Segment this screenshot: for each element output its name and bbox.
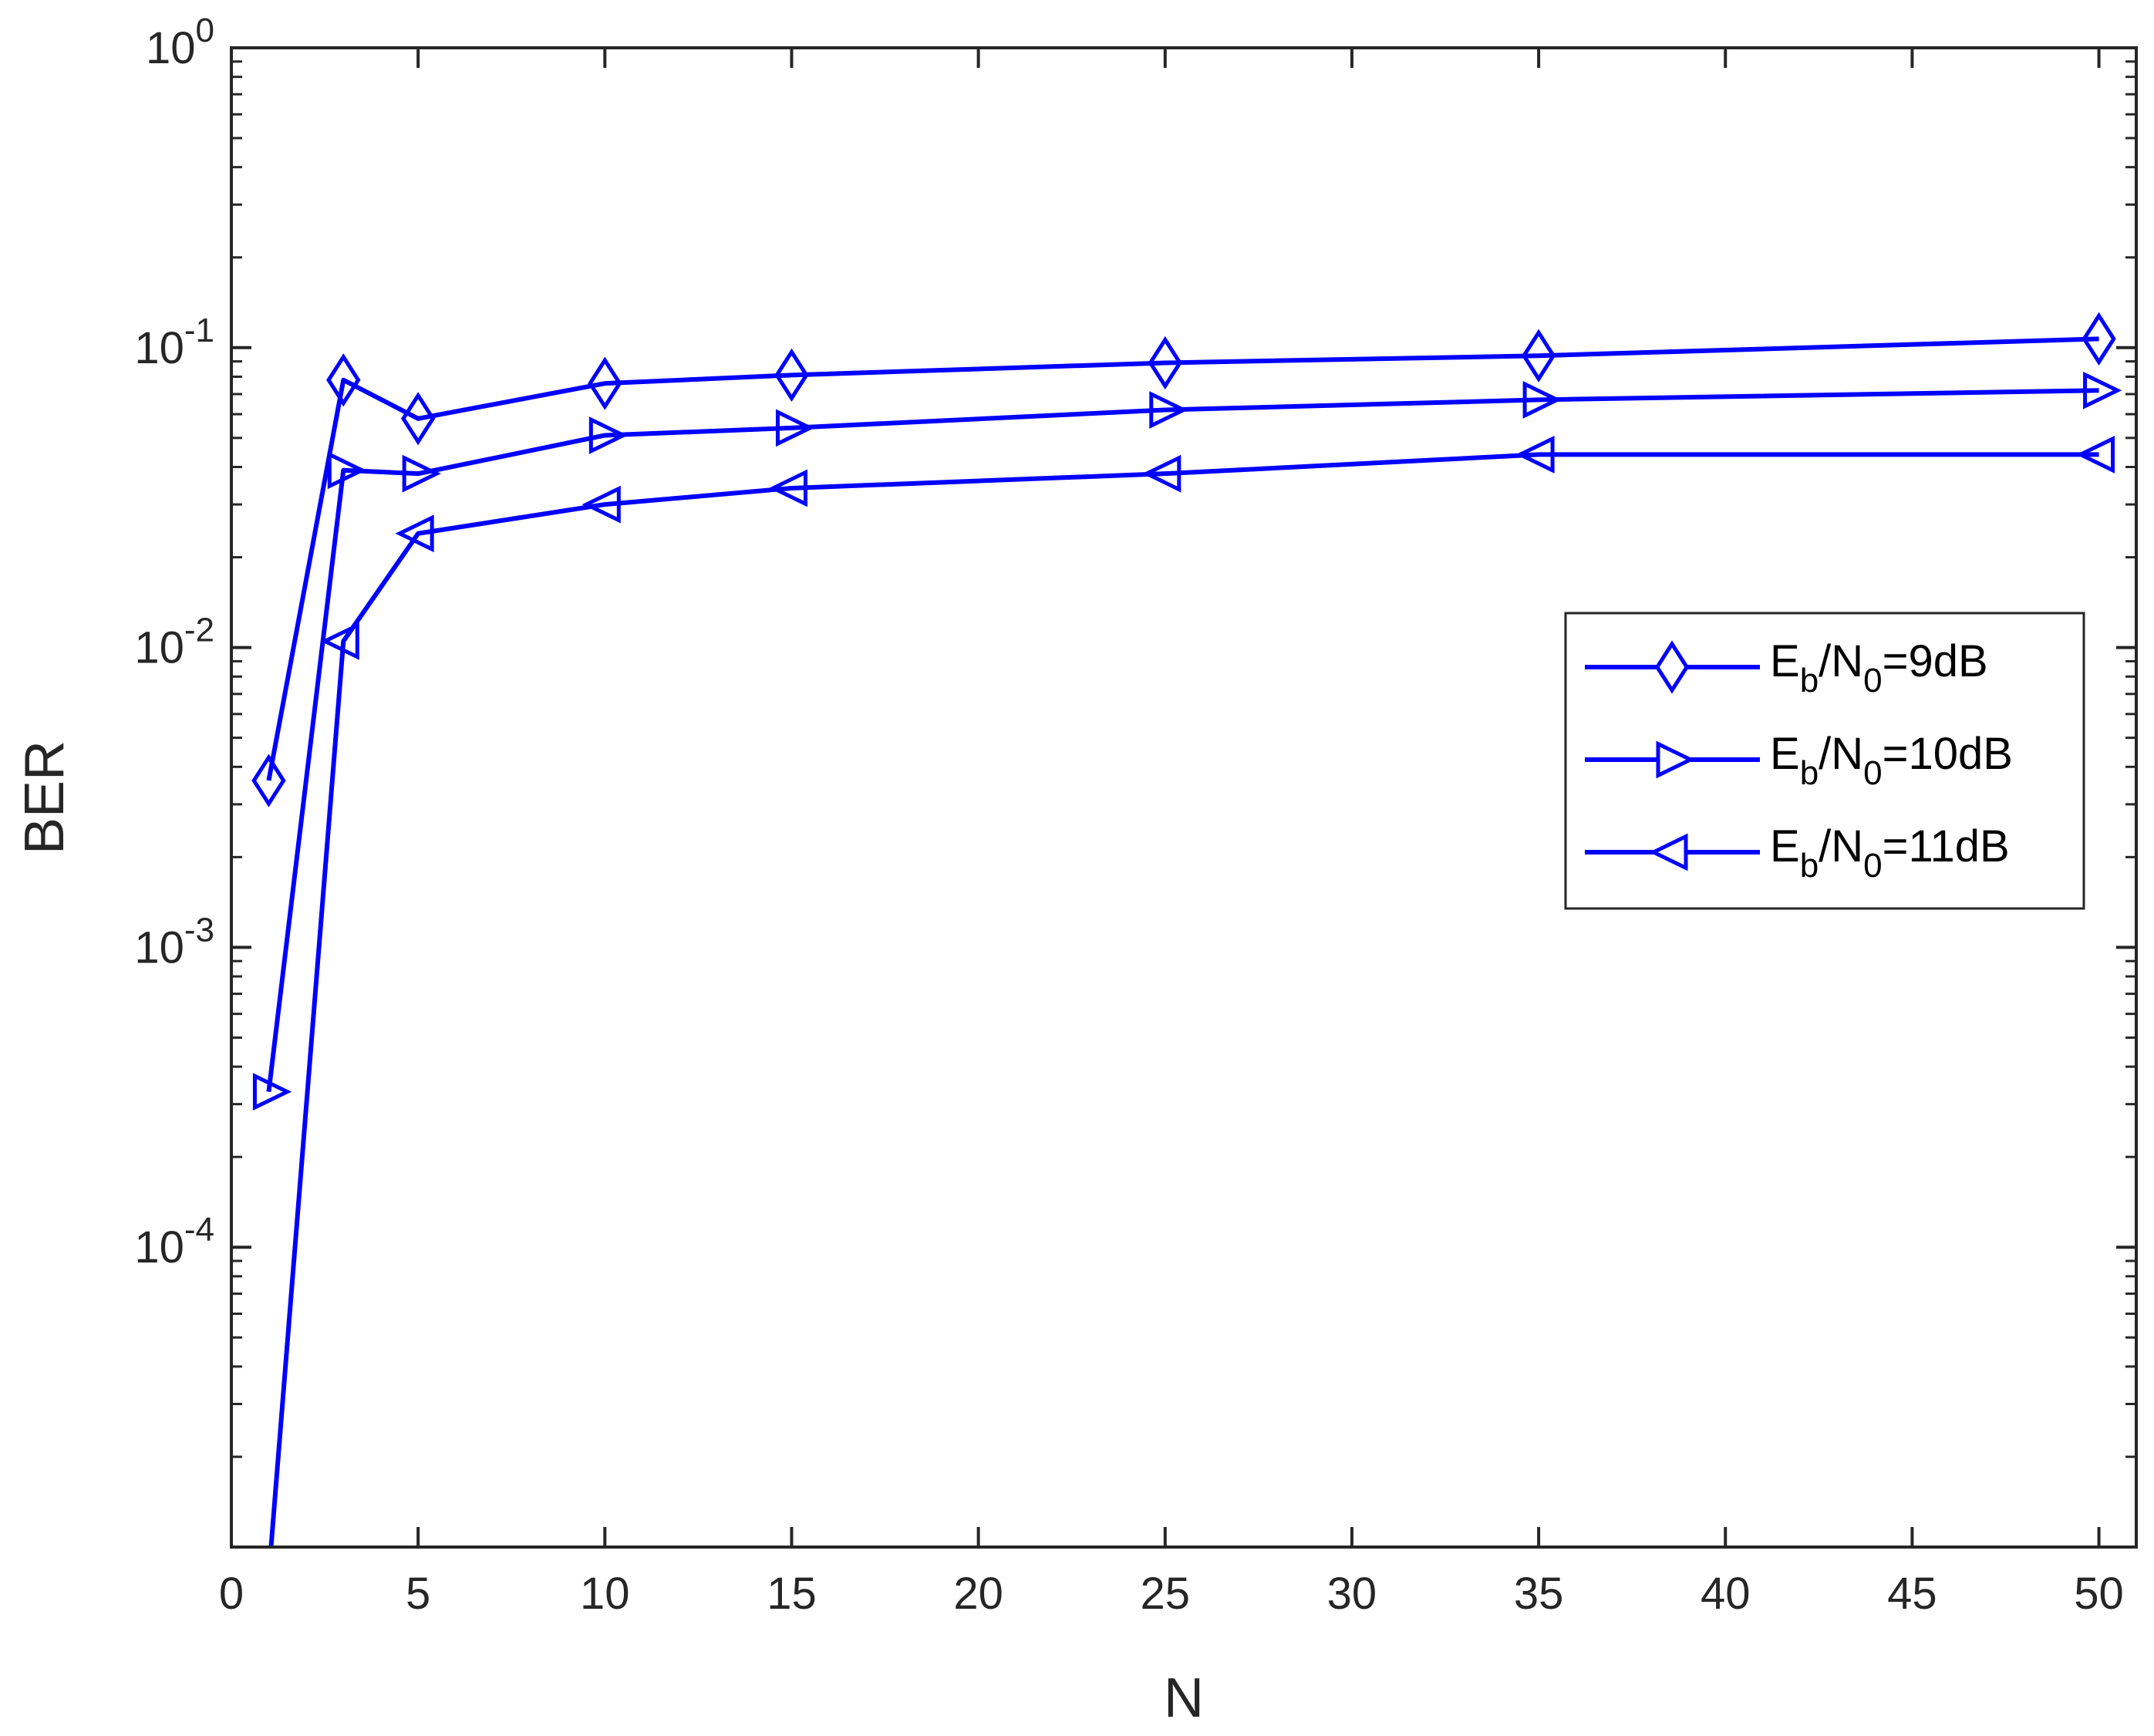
series-line (268, 452, 2099, 1547)
plot-frame (230, 46, 2138, 1549)
data-point (588, 356, 622, 410)
legend-label: Eb/N0=10dB (1770, 729, 2013, 792)
legend-label: Eb/N0=9dB (1770, 636, 1988, 699)
data-point (1521, 329, 1556, 383)
x-tick-label: 45 (1887, 1569, 1937, 1619)
data-point (768, 469, 807, 507)
data-point (775, 409, 815, 447)
data-point (327, 451, 367, 490)
y-tick-exponent: 0 (196, 12, 214, 49)
series-line (266, 388, 2099, 1092)
data-point (252, 1073, 292, 1111)
legend-label-part: b (1800, 754, 1819, 792)
y-tick-label: 10-3 (134, 911, 214, 972)
x-tick-label: 20 (953, 1569, 1003, 1619)
legend-label-part: =9dB (1883, 636, 1988, 686)
y-tick-exponent: -2 (184, 612, 214, 649)
data-point (1149, 391, 1188, 429)
y-axis-title: BER (14, 740, 76, 855)
x-tick-label: 10 (580, 1569, 630, 1619)
legend-label-part: E (1770, 821, 1800, 871)
y-tick-base: 10 (134, 1222, 184, 1273)
data-point (400, 392, 436, 446)
data-point (251, 753, 286, 807)
data-point (2083, 371, 2122, 410)
data-point (1148, 335, 1182, 390)
data-point (1515, 436, 1555, 474)
y-tick-exponent: -1 (184, 312, 214, 349)
legend-label-part: b (1800, 847, 1819, 885)
axis-ticks (230, 46, 2136, 1547)
legend-label-part: =11dB (1883, 821, 2010, 871)
data-point (320, 622, 359, 660)
legend-entry: Eb/N0=11dB (1585, 821, 2010, 885)
y-tick-base: 10 (146, 23, 196, 73)
data-point (2075, 436, 2115, 474)
legend-label-part: /N (1819, 729, 1863, 779)
y-tick-exponent: -3 (184, 911, 214, 949)
x-tick-label: 15 (767, 1569, 817, 1619)
x-tick-label: 35 (1514, 1569, 1564, 1619)
y-tick-base: 10 (134, 922, 184, 972)
legend-label: Eb/N0=11dB (1770, 821, 2010, 885)
x-tick-label: 25 (1141, 1569, 1191, 1619)
series-2 (252, 371, 2122, 1111)
x-tick-label: 50 (2074, 1569, 2124, 1619)
legend-marker (1656, 740, 1695, 779)
legend-label-part: =10dB (1883, 729, 2013, 779)
x-axis-title: N (1164, 1667, 1204, 1729)
data-point (1522, 381, 1562, 419)
y-tick-label: 100 (146, 12, 214, 73)
legend-entry: Eb/N0=9dB (1585, 636, 1988, 699)
legend-label-part: E (1770, 729, 1800, 779)
data-point (1142, 454, 1181, 493)
legend-label-part: 0 (1863, 847, 1882, 885)
legend-entry: Eb/N0=10dB (1585, 729, 2013, 792)
series-3 (250, 436, 2115, 1592)
y-tick-label: 10-1 (134, 312, 214, 373)
series-1 (251, 312, 2116, 807)
data-point (588, 416, 629, 454)
x-tick-label: 40 (1701, 1569, 1751, 1619)
data-point (250, 1560, 282, 1592)
series-layer (250, 312, 2122, 1592)
legend-label-part: b (1800, 662, 1819, 699)
legend-label-part: 0 (1863, 754, 1882, 792)
y-tick-label: 10-4 (134, 1211, 214, 1273)
data-point (395, 514, 434, 553)
legend-label-part: /N (1819, 821, 1863, 871)
x-tick-label: 0 (219, 1569, 244, 1619)
data-point (326, 353, 361, 407)
legend-label-part: /N (1819, 636, 1863, 686)
y-tick-base: 10 (134, 323, 184, 373)
data-point (402, 454, 441, 493)
y-tick-exponent: -4 (184, 1211, 214, 1249)
legend-label-part: 0 (1863, 662, 1882, 699)
y-tick-label: 10-2 (134, 612, 214, 673)
y-tick-base: 10 (134, 623, 184, 673)
legend-marker (1654, 640, 1690, 694)
data-point (774, 348, 809, 403)
legend-marker (1649, 833, 1688, 871)
data-point (2082, 312, 2116, 366)
legend-label-part: E (1770, 636, 1800, 686)
data-point (581, 485, 621, 524)
x-tick-label: 30 (1327, 1569, 1377, 1619)
x-tick-label: 5 (406, 1569, 430, 1619)
